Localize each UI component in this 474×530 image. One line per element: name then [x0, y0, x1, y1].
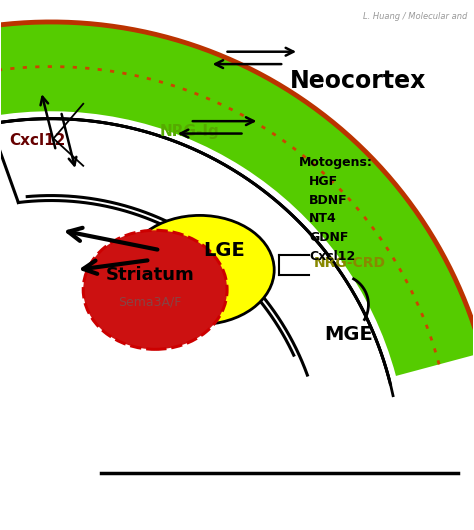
- Text: L. Huang / Molecular and: L. Huang / Molecular and: [363, 12, 468, 21]
- Wedge shape: [0, 22, 474, 376]
- Text: NRG-Ig: NRG-Ig: [160, 123, 220, 138]
- Text: LGE: LGE: [204, 241, 246, 260]
- Text: HGF: HGF: [309, 175, 338, 188]
- Text: Motogens:: Motogens:: [299, 156, 373, 169]
- Text: GDNF: GDNF: [309, 231, 348, 244]
- Text: BDNF: BDNF: [309, 193, 347, 207]
- Ellipse shape: [126, 215, 274, 324]
- Text: Cxcl12: Cxcl12: [9, 134, 65, 148]
- Text: NT4: NT4: [309, 213, 337, 225]
- Text: Neocortex: Neocortex: [291, 69, 427, 93]
- Text: Cxcl12: Cxcl12: [309, 250, 355, 263]
- Ellipse shape: [83, 230, 227, 349]
- Text: Striatum: Striatum: [106, 266, 194, 284]
- Text: NRG-CRD: NRG-CRD: [314, 255, 386, 270]
- Polygon shape: [0, 116, 391, 469]
- Text: Sema3A/F: Sema3A/F: [118, 296, 182, 308]
- Text: MGE: MGE: [324, 325, 373, 344]
